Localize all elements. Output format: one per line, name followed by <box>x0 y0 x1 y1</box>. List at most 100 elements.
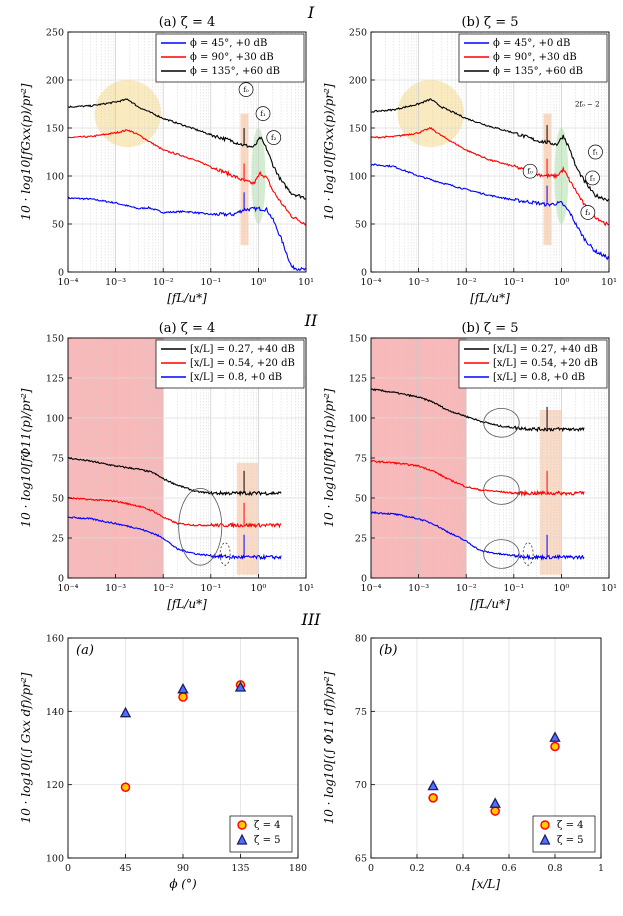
marker-circle <box>120 782 131 792</box>
marker-triangle <box>489 797 501 808</box>
y-tick-label: 100 <box>46 172 64 183</box>
x-tick-label: 0 <box>65 863 71 874</box>
x-axis-label: [fL/u*] <box>167 291 207 305</box>
annotation-ellipse-dashed <box>522 542 534 566</box>
x-axis-label: [x/L] <box>472 877 500 891</box>
marker-triangle <box>119 706 132 718</box>
series-line-2 <box>370 510 585 561</box>
y-tick-label: 65 <box>355 854 367 865</box>
x-tick-label: 90 <box>177 863 189 874</box>
y-axis-label: 10 · log10[fΦ11(p)/pr²] <box>322 388 336 527</box>
y-tick-label: 0 <box>361 268 367 279</box>
marker-circle <box>178 692 188 702</box>
legend-entry: ϕ = 45°, +0 dB <box>493 38 570 49</box>
x-tick-label: 10⁻¹ <box>200 583 221 594</box>
legend-entry: [x/L] = 0.54, +20 dB <box>493 358 598 369</box>
legend-entry: ϕ = 90°, +30 dB <box>190 52 274 63</box>
y-axis: 65 70 75 80 <box>355 634 375 865</box>
annotation-label: f₀ <box>243 86 249 94</box>
chart-title: (a) ζ = 4 <box>159 15 216 30</box>
chart-II-a: 10⁻⁴ 10⁻³ 10⁻² 10⁻¹ 10⁰ 10¹ 0 25 50 75 100 125 150 (a… <box>19 321 314 611</box>
x-tick-label: 10⁻¹ <box>503 583 524 594</box>
series-line-2 <box>67 98 307 200</box>
x-tick-label: 10⁰ <box>553 583 569 594</box>
y-tick-label: 150 <box>46 124 64 135</box>
chart-title: (a) <box>76 643 94 658</box>
x-axis: 10⁻⁴ 10⁻³ 10⁻² 10⁻¹ 10⁰ 10¹ <box>58 268 314 288</box>
plot-frame <box>370 31 610 273</box>
series-line-0 <box>370 163 610 261</box>
legend-entry: ϕ = 90°, +30 dB <box>493 52 577 63</box>
x-tick-label: 0.4 <box>455 863 470 874</box>
y-tick-label: 0 <box>58 574 64 585</box>
legend: ζ = 4 ζ = 5 <box>229 815 293 853</box>
marker-circle <box>490 806 500 816</box>
legend-entry: [x/L] = 0.54, +20 dB <box>190 358 295 369</box>
x-tick-label: 10⁻³ <box>408 277 429 288</box>
y-tick-label: 50 <box>52 494 64 505</box>
legend-entry: ϕ = 45°, +0 dB <box>190 38 267 49</box>
annotation-bubble <box>266 130 282 145</box>
x-axis-label: [fL/u*] <box>470 597 510 611</box>
x-tick-label: 10⁰ <box>250 277 266 288</box>
y-tick-label: 150 <box>349 124 367 135</box>
series-line-2 <box>370 98 610 202</box>
legend-box <box>155 339 305 389</box>
legend-entry: ζ = 5 <box>557 835 584 846</box>
x-tick-label: 180 <box>289 863 307 874</box>
plot-frame <box>370 637 602 859</box>
shade-f0 <box>543 113 552 246</box>
series-line-0 <box>67 196 307 271</box>
y-axis-label: 10 · log10[fGxx(p)/pr²] <box>322 83 336 220</box>
legend: [x/L] = 0.27, +40 dB [x/L] = 0.54, +20 dB… <box>458 339 608 389</box>
y-axis: 0 50 100 150 200 250 <box>46 28 72 279</box>
marker-triangle <box>234 681 247 692</box>
y-axis: 0 25 50 75 100 125 150 <box>46 334 72 585</box>
annotation-label: f₃ <box>585 209 591 217</box>
marker-triangle <box>427 779 439 791</box>
x-tick-label: 10⁻⁴ <box>361 583 382 594</box>
y-tick-label: 0 <box>361 574 367 585</box>
y-axis: 0 25 50 75 100 125 150 <box>349 334 375 585</box>
section-label-III: III <box>301 610 322 629</box>
x-tick-label: 10⁻² <box>456 277 477 288</box>
x-axis: 0 45 90 135 180 <box>65 854 307 874</box>
annotation-bubble <box>585 170 600 186</box>
series-line-2 <box>68 516 282 561</box>
y-tick-label: 50 <box>355 494 367 505</box>
annotation-label: f₂ <box>590 174 596 182</box>
legend-entry: ζ = 4 <box>557 820 584 831</box>
annotation-bubble <box>238 82 254 97</box>
x-tick-label: 10¹ <box>601 277 617 288</box>
legend-marker-circle <box>237 820 247 830</box>
legend-entry: ζ = 5 <box>254 835 281 846</box>
y-tick-label: 125 <box>349 374 367 385</box>
section-label-I: I <box>307 3 315 22</box>
chart-title: (b) <box>379 643 397 658</box>
x-tick-label: 10¹ <box>601 583 617 594</box>
chart-I-a: f₀ f₁ f₂ 10⁻⁴ 10⁻³ 10⁻² 10⁻¹ 10⁰ 10¹ 0 50 100 150 200… <box>19 15 314 305</box>
series-line-0 <box>370 388 585 433</box>
x-tick-label: 45 <box>119 863 131 874</box>
y-tick-label: 50 <box>355 220 367 231</box>
y-axis: 0 50 100 150 200 250 <box>349 28 375 279</box>
chart-II-b: 10⁻⁴ 10⁻³ 10⁻² 10⁻¹ 10⁰ 10¹ 0 25 50 75 100 125 150 (b… <box>322 321 617 611</box>
x-axis: 10⁻⁴ 10⁻³ 10⁻² 10⁻¹ 10⁰ 10¹ <box>361 268 617 288</box>
series-line-1 <box>67 129 307 226</box>
legend-marker-triangle <box>539 833 551 845</box>
y-tick-label: 100 <box>349 172 367 183</box>
shade-hump <box>94 80 162 148</box>
x-tick-label: 10⁻¹ <box>503 277 524 288</box>
legend-entry: ϕ = 135°, +60 dB <box>493 66 583 77</box>
x-tick-label: 0.2 <box>409 863 424 874</box>
y-tick-label: 75 <box>355 454 367 465</box>
y-tick-label: 80 <box>355 634 367 645</box>
legend: ϕ = 45°, +0 dB ϕ = 90°, +30 dB ϕ = 135°, +… <box>155 33 305 83</box>
series-line-1 <box>371 460 585 498</box>
annotation-bubble <box>588 144 603 160</box>
annotation-bubble <box>580 205 596 220</box>
x-tick-label: 10¹ <box>298 583 314 594</box>
y-tick-label: 70 <box>355 780 367 791</box>
x-tick-label: 10⁻² <box>456 583 477 594</box>
marker-circle <box>428 793 438 803</box>
